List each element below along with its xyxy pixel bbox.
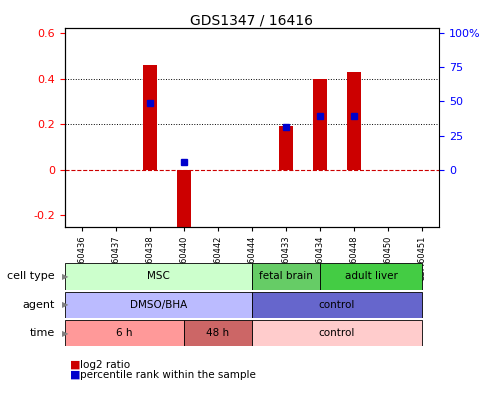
Bar [177, 170, 191, 229]
Bar [143, 65, 157, 170]
Text: fetal brain: fetal brain [259, 271, 313, 281]
Text: DMSO/BHA: DMSO/BHA [130, 300, 187, 310]
Bar [252, 320, 422, 346]
Text: ▶: ▶ [62, 328, 69, 338]
Bar [252, 292, 422, 318]
Text: cell type: cell type [7, 271, 55, 281]
Bar [279, 126, 293, 170]
Bar [184, 320, 252, 346]
Bar [347, 72, 361, 170]
Text: control: control [319, 300, 355, 310]
Text: log2 ratio: log2 ratio [80, 360, 130, 369]
Bar [65, 292, 252, 318]
Bar [252, 263, 320, 290]
Text: time: time [29, 328, 55, 338]
Text: percentile rank within the sample: percentile rank within the sample [80, 370, 255, 379]
Bar [313, 79, 327, 170]
Bar [65, 320, 184, 346]
Text: control: control [319, 328, 355, 338]
Text: ▶: ▶ [62, 300, 69, 309]
Text: ■: ■ [70, 370, 80, 379]
Text: agent: agent [22, 300, 55, 310]
Text: adult liver: adult liver [345, 271, 398, 281]
Bar [65, 263, 252, 290]
Text: ■: ■ [70, 360, 80, 369]
Text: 48 h: 48 h [207, 328, 230, 338]
Text: MSC: MSC [147, 271, 170, 281]
Text: 6 h: 6 h [116, 328, 133, 338]
Bar [320, 263, 422, 290]
Title: GDS1347 / 16416: GDS1347 / 16416 [191, 13, 313, 27]
Text: ▶: ▶ [62, 272, 69, 281]
